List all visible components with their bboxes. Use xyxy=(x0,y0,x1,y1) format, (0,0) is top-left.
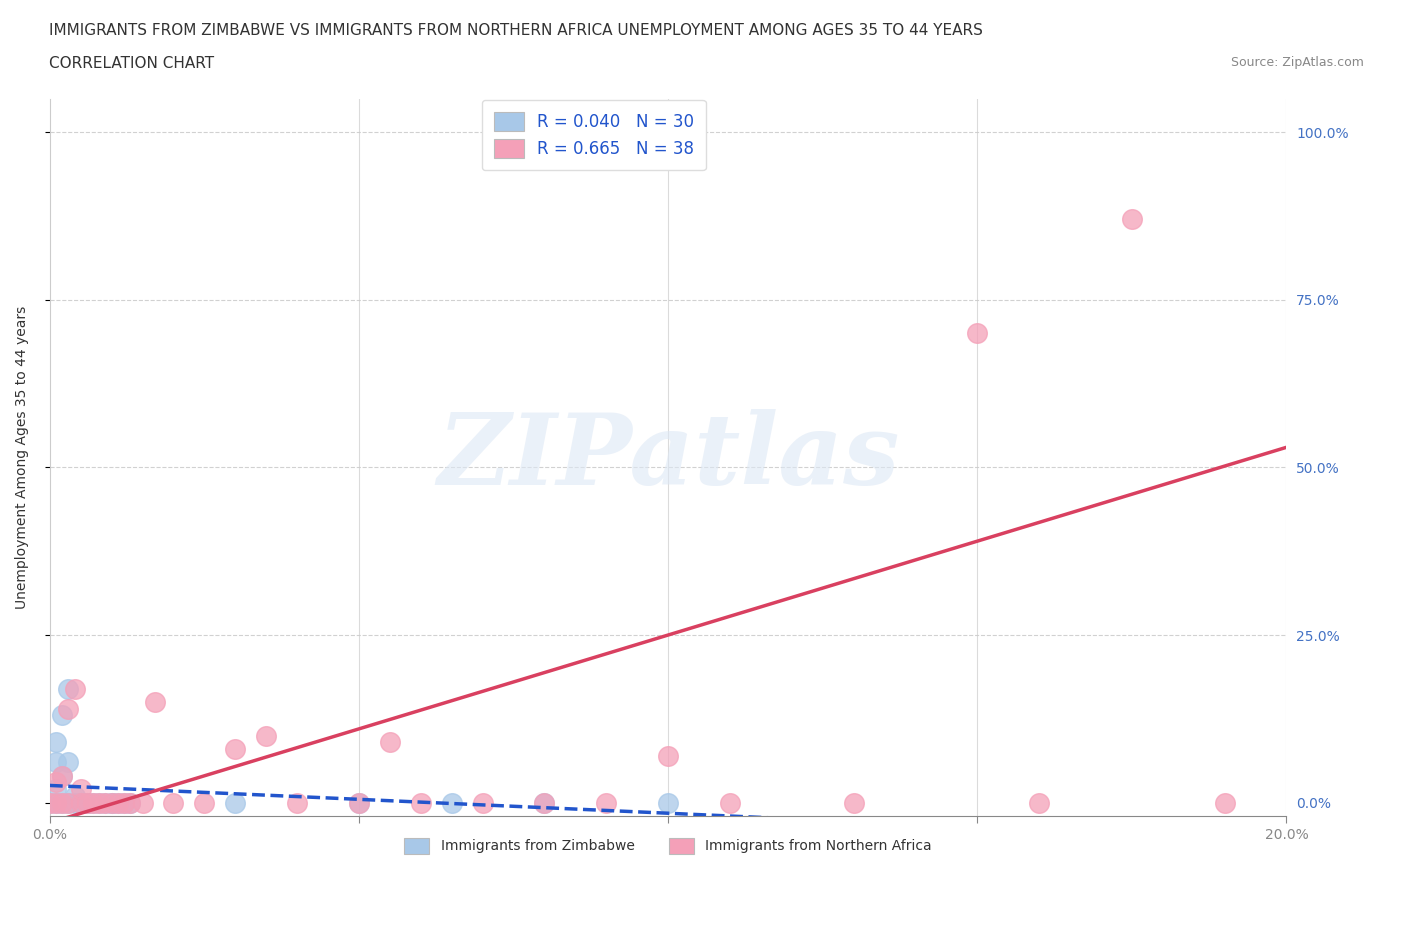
Point xyxy=(107,795,129,810)
Point xyxy=(347,795,370,810)
Legend: Immigrants from Zimbabwe, Immigrants from Northern Africa: Immigrants from Zimbabwe, Immigrants fro… xyxy=(399,832,938,859)
Point xyxy=(51,795,73,810)
Point xyxy=(100,795,122,810)
Point xyxy=(120,795,142,810)
Point xyxy=(112,795,135,810)
Point xyxy=(51,795,73,810)
Point xyxy=(193,795,215,810)
Point xyxy=(45,735,67,750)
Point xyxy=(1121,212,1143,227)
Point xyxy=(58,795,80,810)
Point xyxy=(45,795,67,810)
Point xyxy=(69,782,91,797)
Point xyxy=(143,695,166,710)
Point xyxy=(69,795,91,810)
Text: Source: ZipAtlas.com: Source: ZipAtlas.com xyxy=(1230,56,1364,69)
Point xyxy=(51,768,73,783)
Point xyxy=(69,795,91,810)
Y-axis label: Unemployment Among Ages 35 to 44 years: Unemployment Among Ages 35 to 44 years xyxy=(15,306,30,609)
Point xyxy=(94,795,117,810)
Point xyxy=(285,795,308,810)
Point xyxy=(82,795,104,810)
Point xyxy=(533,795,555,810)
Point xyxy=(107,795,129,810)
Point xyxy=(58,681,80,696)
Point xyxy=(162,795,184,810)
Point xyxy=(89,795,111,810)
Point xyxy=(58,795,80,810)
Point xyxy=(718,795,741,810)
Point xyxy=(38,795,60,810)
Point xyxy=(51,768,73,783)
Point xyxy=(45,782,67,797)
Point xyxy=(58,755,80,770)
Point xyxy=(842,795,865,810)
Point xyxy=(82,795,104,810)
Point xyxy=(89,795,111,810)
Point xyxy=(100,795,122,810)
Point xyxy=(45,795,67,810)
Point xyxy=(533,795,555,810)
Point xyxy=(440,795,463,810)
Point xyxy=(224,741,246,756)
Point xyxy=(131,795,153,810)
Point xyxy=(120,795,142,810)
Point xyxy=(76,795,98,810)
Point xyxy=(38,795,60,810)
Point xyxy=(254,728,277,743)
Point xyxy=(1213,795,1236,810)
Point xyxy=(966,326,988,340)
Point xyxy=(63,681,86,696)
Point xyxy=(45,775,67,790)
Point xyxy=(100,795,122,810)
Point xyxy=(76,795,98,810)
Point xyxy=(1028,795,1050,810)
Text: IMMIGRANTS FROM ZIMBABWE VS IMMIGRANTS FROM NORTHERN AFRICA UNEMPLOYMENT AMONG A: IMMIGRANTS FROM ZIMBABWE VS IMMIGRANTS F… xyxy=(49,23,983,38)
Text: CORRELATION CHART: CORRELATION CHART xyxy=(49,56,214,71)
Point xyxy=(657,749,679,764)
Point xyxy=(409,795,432,810)
Point xyxy=(76,795,98,810)
Point xyxy=(471,795,494,810)
Point xyxy=(112,795,135,810)
Point xyxy=(657,795,679,810)
Point xyxy=(63,789,86,804)
Point xyxy=(347,795,370,810)
Point xyxy=(69,795,91,810)
Point xyxy=(595,795,617,810)
Point xyxy=(94,795,117,810)
Point xyxy=(51,708,73,723)
Point xyxy=(45,755,67,770)
Point xyxy=(63,795,86,810)
Point xyxy=(224,795,246,810)
Point xyxy=(58,701,80,716)
Text: ZIPatlas: ZIPatlas xyxy=(437,409,900,506)
Point xyxy=(378,735,401,750)
